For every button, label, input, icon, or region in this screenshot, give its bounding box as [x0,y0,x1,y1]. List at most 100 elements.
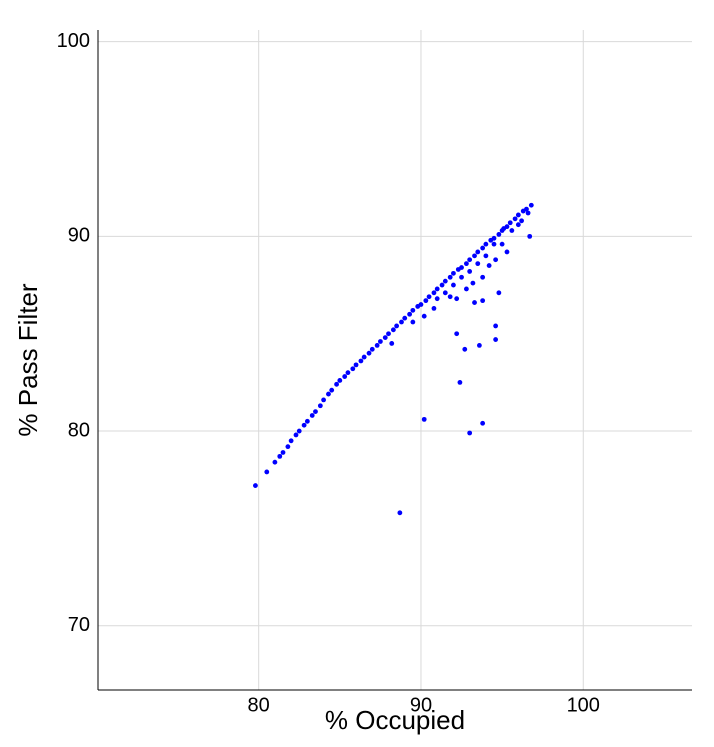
point [358,358,364,364]
point [451,282,456,288]
point [475,261,481,267]
point [472,253,477,259]
point [421,313,427,319]
point [447,274,453,280]
point [304,418,310,424]
point [464,286,469,292]
point [369,346,375,352]
point [389,341,395,346]
point [423,298,429,304]
point [366,350,372,356]
point [483,241,489,247]
point [434,286,440,292]
point [418,302,424,307]
point [470,280,476,286]
point [342,374,348,379]
x-axis-title: % Occupied [325,705,465,735]
point [442,278,448,284]
point [483,253,489,259]
point [491,241,497,247]
point [410,307,416,313]
point [464,261,469,267]
point [309,413,315,418]
point [382,335,388,341]
point [421,416,427,422]
point [434,296,440,302]
point [504,249,510,255]
point [496,232,502,237]
point [467,269,473,274]
point [509,228,515,233]
point [374,342,380,348]
y-tick-label: 100 [57,30,90,52]
point [350,366,356,372]
point [402,315,408,321]
x-tick-label: 100 [567,694,600,716]
point [480,274,486,280]
point [480,298,486,304]
point [293,432,299,438]
point [486,263,492,268]
point [527,233,533,239]
point [313,409,318,414]
point [480,245,486,251]
point [321,397,326,403]
point [431,306,437,311]
point [285,444,291,450]
point [467,430,473,436]
point [431,290,437,296]
point [451,270,456,276]
point [457,379,463,385]
point [288,438,294,444]
point [525,210,531,216]
point [296,428,302,434]
x-tick-label: 80 [248,694,270,716]
y-tick-label: 80 [68,419,90,441]
y-axis-title: % Pass Filter [13,283,43,436]
point [337,378,343,383]
point [459,274,464,280]
point [459,265,464,270]
point [480,420,486,426]
point [301,422,307,428]
point [454,296,460,302]
y-tick-label: 70 [68,614,90,636]
point [272,459,278,465]
point [334,381,339,387]
point [361,354,367,360]
point [397,510,403,516]
point [442,290,448,296]
point [515,212,521,218]
point [407,311,413,317]
point [326,391,331,397]
point [454,331,460,337]
point [493,337,499,342]
point [493,323,499,329]
point [472,300,477,305]
point [462,346,468,352]
point [439,282,445,288]
point [491,235,497,241]
point [528,202,534,208]
point [386,331,391,337]
y-tick-label: 90 [68,225,90,247]
point [394,323,400,329]
point [507,220,513,226]
point [353,362,359,368]
point [512,216,518,222]
point [317,403,323,409]
point [329,387,335,393]
point [426,294,432,300]
point [467,257,473,263]
point [476,342,482,348]
point [410,319,416,325]
point [277,453,283,459]
point [264,469,270,475]
point [390,327,396,333]
point [377,339,383,344]
point [399,319,404,325]
point [515,222,521,228]
point [519,218,524,224]
point [493,257,499,263]
